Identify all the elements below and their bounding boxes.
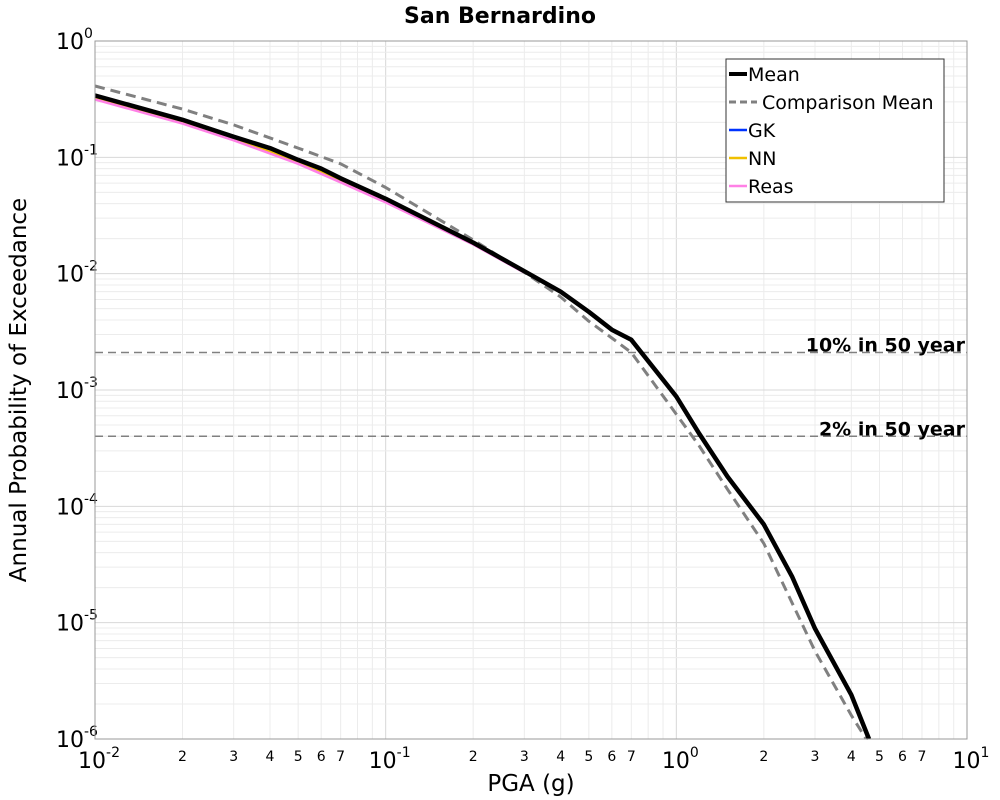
axis-ticks: 10-2 10-1 100 10110010-110-210-310-410-510-… — [56, 26, 989, 774]
x-minor-tick-label: 5 — [294, 749, 303, 765]
series-group — [94, 84, 872, 740]
reference-line-label: 10% in 50 year — [806, 335, 966, 357]
series-line-reas — [94, 98, 525, 274]
legend-label: Mean — [748, 64, 800, 86]
legend: Mean Comparison Mean GK NN Reas — [725, 58, 945, 203]
series-line-comparison-mean — [94, 84, 868, 740]
y-tick-label: 10-2 — [56, 259, 98, 288]
x-minor-tick-label: 4 — [266, 749, 275, 765]
reference-lines: 10% in 50 year 2% in 50 year — [95, 335, 967, 440]
x-tick-label: 101 — [953, 745, 990, 774]
x-minor-tick-label: 5 — [875, 749, 884, 765]
legend-label: GK — [748, 120, 776, 142]
x-minor-tick-label: 5 — [584, 749, 593, 765]
x-minor-tick-label: 7 — [336, 749, 345, 765]
chart-title: San Bernardino — [404, 4, 596, 29]
x-minor-tick-label: 3 — [520, 749, 529, 765]
x-tick-label: 10-2 — [78, 745, 120, 774]
x-minor-tick-label: 3 — [811, 749, 820, 765]
y-tick-label: 10-4 — [56, 491, 98, 520]
x-minor-tick-label: 6 — [898, 749, 907, 765]
plot-frame — [94, 40, 968, 740]
x-minor-tick-label: 7 — [918, 749, 927, 765]
x-minor-tick-label: 2 — [469, 749, 478, 765]
reference-line-label: 2% in 50 year — [819, 418, 966, 440]
x-minor-tick-label: 4 — [556, 749, 565, 765]
y-axis-title: Annual Probability of Exceedance — [6, 198, 32, 582]
legend-label: Comparison Mean — [762, 92, 934, 114]
y-tick-label: 10-3 — [56, 375, 98, 404]
y-tick-label: 10-1 — [56, 142, 98, 171]
x-minor-tick-label: 6 — [317, 749, 326, 765]
grid — [94, 41, 967, 740]
legend-box — [725, 58, 945, 203]
y-tick-label: 100 — [56, 26, 93, 55]
plot-area — [94, 84, 872, 740]
x-minor-tick-label: 4 — [847, 749, 856, 765]
series-line-nn — [94, 95, 525, 274]
legend-label: NN — [748, 148, 776, 170]
x-tick-label: 10-1 — [369, 745, 411, 774]
y-tick-label: 10-5 — [56, 608, 98, 637]
x-minor-tick-label: 2 — [178, 749, 187, 765]
x-minor-tick-label: 2 — [759, 749, 768, 765]
x-tick-label: 100 — [662, 745, 699, 774]
x-minor-tick-label: 3 — [229, 749, 238, 765]
x-axis-title: PGA (g) — [487, 771, 574, 797]
x-minor-tick-label: 6 — [607, 749, 616, 765]
x-minor-tick-label: 7 — [627, 749, 636, 765]
legend-label: Reas — [748, 176, 794, 198]
series-line-mean — [94, 93, 872, 740]
